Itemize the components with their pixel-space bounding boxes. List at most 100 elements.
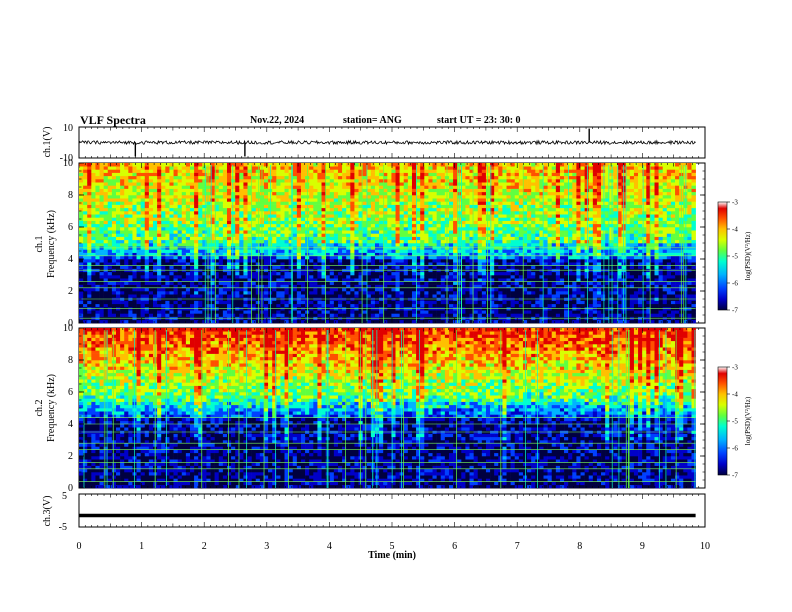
spectrogram-cell (366, 207, 372, 212)
spectrogram-cell (362, 278, 368, 282)
spectrogram-cell (354, 259, 359, 263)
spectrogram-cell (325, 191, 331, 196)
spectrogram-cell (214, 284, 220, 289)
spectrogram-cell (165, 198, 170, 202)
spectrogram-cell (128, 236, 133, 241)
spectrogram-cell (374, 179, 380, 183)
spectrogram-cell (432, 243, 437, 247)
spectrogram-cell (313, 310, 318, 314)
spectrogram-cell (469, 172, 474, 177)
spectrogram-cell (189, 236, 195, 241)
spectrogram-cell (424, 169, 429, 173)
spectrogram-cell (399, 227, 405, 231)
spectrogram-cell (124, 319, 129, 324)
spectrogram-cell (436, 211, 442, 215)
spectrogram-cell (296, 201, 302, 205)
spectrogram-cell (436, 236, 442, 241)
spectrogram-cell (346, 278, 351, 282)
spectrogram-cell (292, 294, 298, 298)
spectrogram-cell (411, 252, 417, 257)
spectrogram-cell (181, 175, 187, 180)
spectrogram-cell (383, 175, 388, 180)
spectrogram-cell (350, 300, 355, 305)
spectrogram-cell (321, 239, 326, 244)
spectrogram-cell (214, 185, 220, 189)
spectrogram-cell (481, 169, 487, 173)
spectrogram-cell (272, 233, 277, 237)
spectrogram-cell (231, 207, 236, 212)
spectrogram-cell (107, 310, 113, 314)
spectrogram-cell (420, 287, 425, 292)
spectrogram-cell (383, 207, 388, 212)
spectrogram-cell (342, 303, 347, 308)
spectrogram-cell (346, 220, 351, 225)
spectrogram-cell (432, 163, 437, 167)
spectrogram-cell (128, 227, 133, 231)
spectrogram-cell (239, 300, 244, 305)
spectrogram-cell (481, 278, 487, 282)
spectrogram-cell (169, 201, 174, 205)
spectrogram-cell (173, 259, 178, 263)
spectrogram-cell (440, 252, 446, 257)
spectrogram-cell (95, 172, 100, 177)
spectrogram-cell (202, 163, 207, 167)
spectrogram-cell (473, 172, 479, 177)
spectrogram-cell (465, 291, 470, 295)
spectrogram-cell (362, 163, 368, 167)
spectrogram-cell (243, 207, 248, 212)
spectrogram-cell (485, 300, 491, 305)
spectrogram-cell (284, 211, 289, 215)
spectrogram-cell (346, 249, 351, 253)
spectrogram-cell (485, 294, 491, 298)
spectrogram-cell (485, 275, 491, 279)
spectrogram-cell (95, 169, 100, 173)
spectrogram-cell (453, 259, 458, 263)
spectrogram-cell (268, 259, 273, 263)
spectrogram-cell (263, 265, 269, 269)
spectrogram-cell (366, 275, 372, 279)
spectrogram-cell (218, 294, 224, 298)
spectrogram-cell (358, 220, 363, 225)
spectrogram-cell (387, 211, 392, 215)
spectrogram-cell (337, 252, 343, 257)
spectrogram-cell (350, 252, 355, 257)
spectrogram-cell (194, 166, 199, 170)
spectrogram-cell (161, 201, 166, 205)
spectrogram-cell (222, 172, 228, 177)
spectrogram-cell (280, 281, 285, 285)
spectrogram-cell (358, 182, 363, 186)
spectrogram-cell (198, 169, 203, 173)
spectrogram-cell (124, 227, 129, 231)
spectrogram-cell (87, 211, 92, 215)
spectrogram-cell (342, 262, 347, 266)
spectrogram-cell (366, 249, 372, 253)
spectrogram-cell (276, 179, 281, 183)
spectrogram-cell (263, 188, 269, 193)
spectrogram-cell (235, 211, 240, 215)
spectrogram-cell (461, 313, 466, 317)
spectrogram-cell (317, 243, 322, 247)
spectrogram-cell (374, 201, 380, 205)
spectrogram-cell (420, 278, 425, 282)
spectrogram-cell (120, 284, 125, 289)
spectrogram-cell (337, 300, 343, 305)
spectrogram-cell (181, 163, 187, 167)
spectrogram-cell (235, 214, 240, 218)
spectrogram-cell (210, 319, 215, 324)
spectrogram-cell (140, 278, 146, 282)
spectrogram-cell (321, 166, 326, 170)
spectrogram-cell (448, 249, 454, 253)
spectrogram-cell (432, 303, 437, 308)
spectrogram-cell (132, 271, 137, 276)
spectrogram-cell (124, 163, 129, 167)
spectrogram-cell (202, 214, 207, 218)
spectrogram-cell (366, 179, 372, 183)
spectrogram-cell (313, 188, 318, 193)
spectrogram-cell (337, 163, 343, 167)
spectrogram-cell (395, 252, 400, 257)
spectrogram-cell (181, 239, 187, 244)
spectrogram-cell (485, 278, 491, 282)
spectrogram-cell (210, 185, 215, 189)
spectrogram-cell (337, 239, 343, 244)
spectrogram-cell (420, 265, 425, 269)
